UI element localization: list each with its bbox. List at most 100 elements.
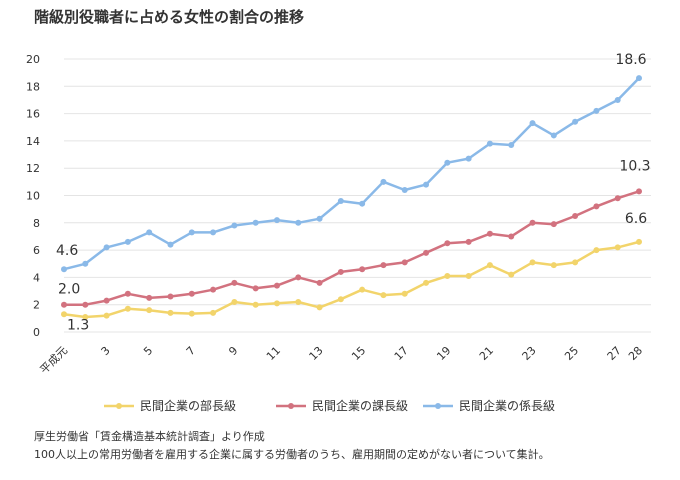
data-point: [529, 219, 536, 226]
legend-label: 民間企業の課長級: [312, 398, 408, 413]
data-point: [295, 219, 302, 226]
x-tick-label: 3: [99, 344, 113, 358]
legend-item[interactable]: 民間企業の課長級: [276, 398, 408, 413]
data-point: [614, 96, 621, 103]
data-point: [380, 292, 387, 299]
data-point: [359, 286, 366, 293]
data-point: [486, 262, 493, 269]
data-point: [401, 259, 408, 266]
data-label: 6.6: [625, 211, 647, 227]
legend[interactable]: 民間企業の部長級 民間企業の課長級 民間企業の係長級: [104, 398, 555, 413]
y-tick-label: 16: [26, 108, 40, 121]
data-point: [529, 259, 536, 266]
data-point: [337, 197, 344, 204]
data-point: [124, 290, 131, 297]
data-point: [61, 311, 67, 318]
data-point: [273, 300, 280, 307]
data-point: [316, 304, 323, 311]
data-point: [316, 279, 323, 286]
data-point: [529, 120, 536, 127]
data-point: [146, 294, 153, 301]
x-tick-label: 5: [141, 344, 155, 358]
x-tick-label: 15: [349, 344, 368, 363]
legend-item[interactable]: 民間企業の部長級: [104, 398, 236, 413]
data-point: [188, 310, 195, 317]
data-point: [231, 298, 238, 305]
data-point: [124, 238, 131, 245]
x-tick-label: 9: [226, 344, 240, 358]
x-tick-label: 13: [307, 344, 326, 363]
data-point: [508, 233, 515, 240]
data-point: [252, 219, 259, 226]
gridlines: [64, 58, 651, 333]
data-point: [188, 229, 195, 236]
y-tick-label: 6: [33, 244, 40, 257]
data-point: [124, 305, 131, 312]
data-point: [210, 309, 217, 316]
data-point: [636, 75, 642, 82]
data-point: [380, 178, 387, 185]
data-point: [316, 215, 323, 222]
data-point: [636, 188, 642, 195]
data-point: [465, 238, 472, 245]
data-point: [231, 222, 238, 229]
data-point: [252, 301, 259, 308]
y-tick-label: 18: [26, 80, 40, 93]
data-point: [146, 307, 153, 314]
data-point: [82, 301, 89, 308]
data-point: [401, 187, 408, 194]
series-group: [61, 75, 642, 320]
y-axis-ticks: 0 2 4 6 8 10 12 14 16 18 20: [26, 53, 40, 339]
series-line: [63, 240, 640, 319]
legend-item[interactable]: 民間企業の係長級: [423, 398, 555, 413]
data-point: [508, 141, 515, 148]
data-point: [337, 296, 344, 303]
series-1: [61, 238, 642, 320]
data-point: [210, 286, 217, 293]
x-axis-ticks: 平成元 3 5 7 9 11 13 15 17 19 21 23 25 27 28: [38, 344, 646, 377]
legend-label: 民間企業の部長級: [140, 398, 236, 413]
series-2: [61, 188, 642, 308]
data-point: [423, 249, 430, 256]
x-tick-label: 25: [562, 344, 581, 363]
data-point: [210, 229, 217, 236]
data-point: [593, 107, 600, 114]
data-label: 1.3: [67, 317, 89, 333]
source-note: 厚生労働省「賃金構造基本統計調査」より作成: [34, 430, 265, 443]
data-point: [380, 262, 387, 269]
x-tick-label: 21: [477, 344, 496, 363]
data-point: [167, 241, 174, 248]
line-chart: 0 2 4 6 8 10 12 14 16 18 20 平成元 3 5 7 9 11 13 15 17 19 21 23 2…: [26, 52, 651, 413]
data-point: [614, 244, 621, 251]
y-tick-label: 14: [26, 135, 40, 148]
legend-marker: [288, 403, 294, 409]
data-point: [465, 155, 472, 162]
data-point: [295, 274, 302, 281]
data-point: [486, 140, 493, 147]
data-point: [423, 279, 430, 286]
data-point: [61, 301, 67, 308]
data-point: [593, 247, 600, 254]
y-tick-label: 8: [33, 217, 40, 230]
data-point: [401, 290, 408, 297]
data-label: 4.6: [56, 243, 78, 259]
series-line: [64, 190, 640, 306]
y-tick-label: 12: [26, 162, 40, 175]
data-point: [103, 244, 110, 251]
data-point: [572, 118, 579, 125]
data-point: [337, 268, 344, 275]
data-point: [82, 260, 89, 267]
data-point: [550, 132, 557, 139]
data-point: [61, 266, 67, 273]
data-point: [444, 240, 451, 247]
x-tick-label: 19: [434, 344, 453, 363]
y-tick-label: 20: [26, 53, 40, 66]
data-point: [572, 259, 579, 266]
data-point: [188, 290, 195, 297]
series-3: [61, 75, 642, 273]
legend-marker: [116, 403, 122, 409]
data-point: [465, 273, 472, 280]
y-tick-label: 0: [33, 326, 40, 339]
x-tick-label: 27: [605, 344, 624, 363]
x-tick-label: 11: [264, 344, 283, 363]
